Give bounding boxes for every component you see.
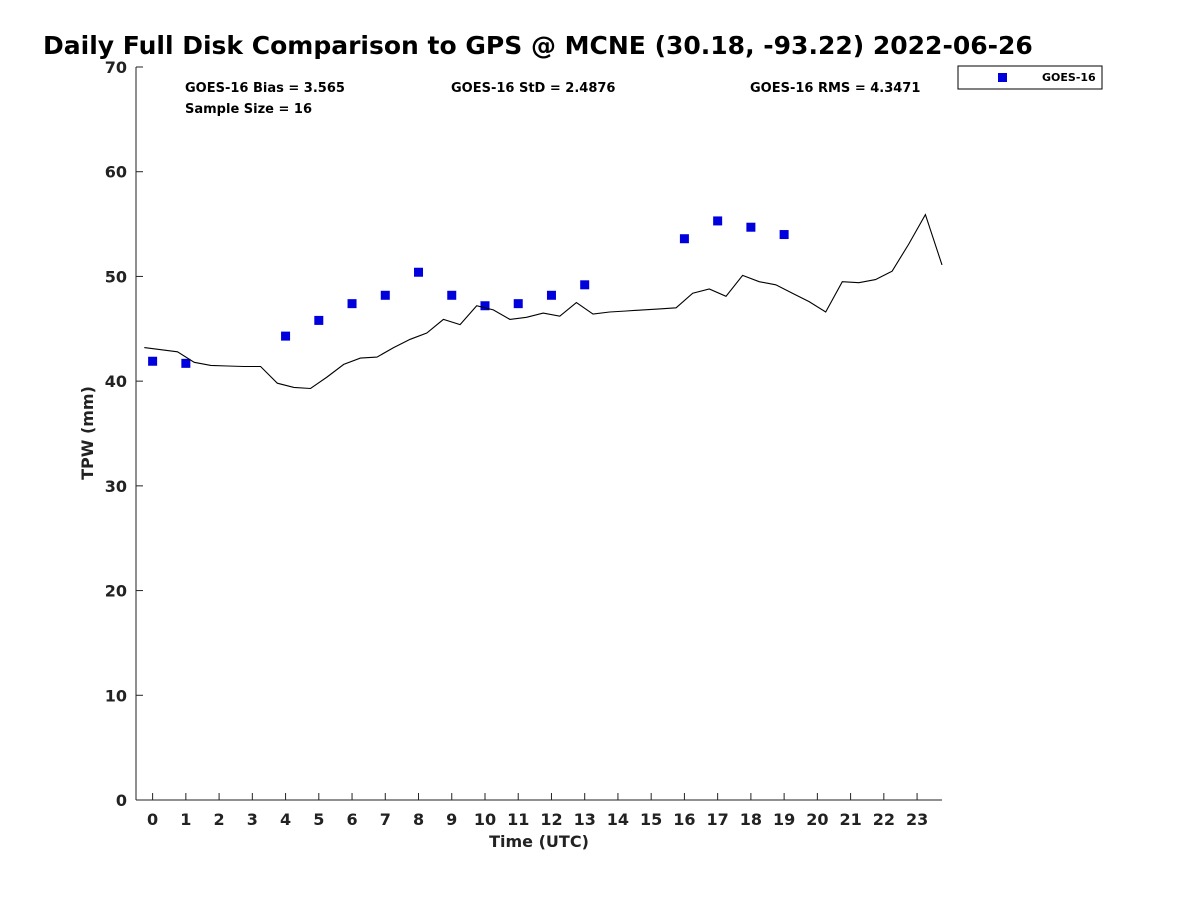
x-tick-label: 7 — [380, 810, 391, 829]
x-tick-label: 4 — [280, 810, 291, 829]
x-tick-label: 11 — [507, 810, 529, 829]
x-axis-label: Time (UTC) — [489, 832, 589, 851]
goes16-data-point — [580, 280, 590, 290]
y-axis-ticks: 0 10 20 30 40 50 60 70 — [105, 58, 143, 810]
goes16-data-point — [148, 356, 158, 366]
x-axis-ticks: 0 1 2 3 4 5 6 7 8 9 10 11 12 13 14 15 16 17 18 19 20 21 22 23 — [147, 793, 928, 829]
y-tick-label: 40 — [105, 372, 127, 391]
x-tick-label: 3 — [247, 810, 258, 829]
y-tick-label: 70 — [105, 58, 127, 77]
y-axis-label: TPW (mm) — [78, 386, 97, 480]
x-tick-label: 1 — [180, 810, 191, 829]
goes16-data-point — [314, 315, 324, 325]
goes16-data-point — [414, 267, 424, 277]
x-tick-label: 6 — [346, 810, 357, 829]
goes16-data-point — [779, 230, 789, 240]
goes16-data-point — [447, 290, 457, 300]
sample-size-stat: Sample Size = 16 — [185, 102, 312, 117]
goes16-data-point — [546, 290, 556, 300]
x-tick-label: 8 — [413, 810, 424, 829]
x-tick-label: 14 — [607, 810, 629, 829]
x-tick-label: 18 — [740, 810, 762, 829]
x-tick-label: 5 — [313, 810, 324, 829]
gps-tpw-line — [144, 213, 943, 390]
chart-title: Daily Full Disk Comparison to GPS @ MCNE… — [43, 31, 1033, 60]
bias-stat: GOES-16 Bias = 3.565 — [185, 81, 345, 96]
y-tick-label: 0 — [116, 791, 127, 810]
goes16-data-point — [513, 299, 523, 309]
x-tick-label: 15 — [640, 810, 662, 829]
rms-stat: GOES-16 RMS = 4.3471 — [750, 81, 920, 96]
legend-marker-goes16 — [998, 73, 1007, 82]
goes16-data-point — [347, 299, 357, 309]
x-tick-label: 22 — [873, 810, 895, 829]
legend: GOES-16 — [957, 65, 1103, 90]
y-tick-label: 20 — [105, 582, 127, 601]
series-layer — [144, 213, 943, 390]
x-tick-label: 12 — [540, 810, 562, 829]
std-stat: GOES-16 StD = 2.4876 — [451, 81, 615, 96]
x-tick-label: 2 — [214, 810, 225, 829]
x-tick-label: 20 — [806, 810, 828, 829]
plot-area — [135, 67, 942, 801]
x-tick-label: 0 — [147, 810, 158, 829]
goes16-data-point — [380, 290, 390, 300]
x-tick-label: 16 — [673, 810, 695, 829]
goes16-data-point — [713, 216, 723, 226]
x-tick-label: 23 — [906, 810, 928, 829]
goes16-data-point — [746, 222, 756, 232]
goes16-data-point — [679, 234, 689, 244]
y-tick-label: 10 — [105, 686, 127, 705]
y-tick-label: 50 — [105, 267, 127, 286]
goes16-data-point — [181, 358, 191, 368]
y-tick-label: 30 — [105, 477, 127, 496]
legend-box — [957, 65, 1103, 90]
x-tick-label: 19 — [773, 810, 795, 829]
y-tick-label: 60 — [105, 163, 127, 182]
legend-label-goes16: GOES-16 — [1042, 71, 1096, 84]
x-tick-label: 17 — [707, 810, 729, 829]
goes16-data-point — [480, 301, 490, 311]
x-tick-label: 9 — [446, 810, 457, 829]
x-tick-label: 21 — [839, 810, 861, 829]
goes16-data-point — [281, 331, 291, 341]
x-tick-label: 13 — [574, 810, 596, 829]
x-tick-label: 10 — [474, 810, 496, 829]
